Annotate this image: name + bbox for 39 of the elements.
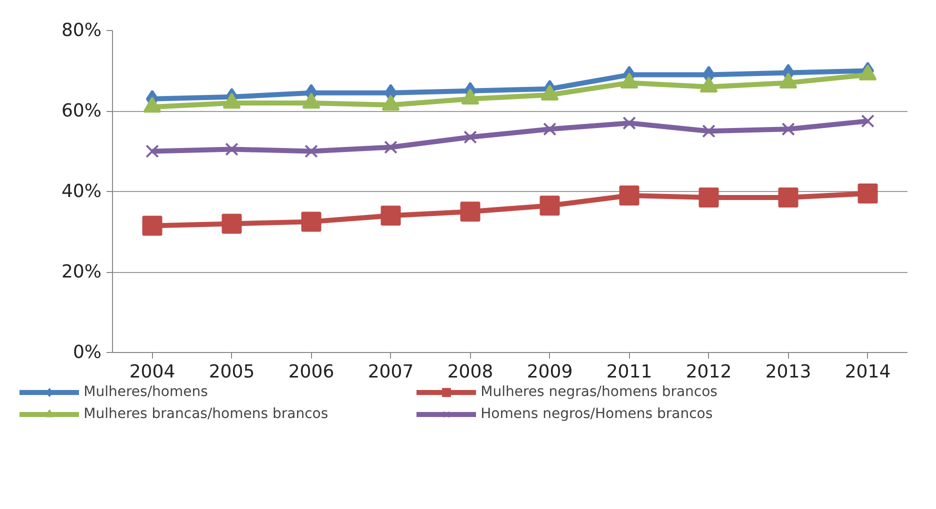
point xyxy=(698,188,719,208)
x-tick-label: 2011 xyxy=(606,362,652,382)
point xyxy=(142,216,162,236)
point xyxy=(778,188,798,208)
point xyxy=(782,122,795,136)
y-tick-label: 40% xyxy=(61,181,102,202)
point xyxy=(622,116,636,130)
point xyxy=(225,142,238,156)
y-tick-label: 80% xyxy=(61,20,102,41)
x-tick-label: 2014 xyxy=(844,362,891,382)
point xyxy=(619,186,640,206)
point xyxy=(540,196,560,216)
point xyxy=(858,184,878,204)
legend-label: Mulheres negras/homens brancos xyxy=(480,384,718,400)
y-tick-label: 0% xyxy=(72,342,102,363)
point xyxy=(460,202,480,222)
point xyxy=(301,212,322,232)
point xyxy=(146,144,159,158)
x-tick-label: 2005 xyxy=(208,362,255,382)
y-tick-label: 60% xyxy=(61,100,102,122)
point xyxy=(464,130,477,144)
point xyxy=(384,140,398,154)
point xyxy=(222,214,242,234)
x-tick-label: 2007 xyxy=(368,362,414,382)
point xyxy=(861,114,874,128)
x-tick-label: 2013 xyxy=(765,362,812,382)
point xyxy=(304,144,318,158)
x-tick-label: 2008 xyxy=(447,362,494,382)
x-tick-label: 2009 xyxy=(526,362,573,382)
x-tick-label: 2012 xyxy=(686,362,732,382)
legend-label: Mulheres/homens xyxy=(84,384,209,400)
point xyxy=(543,122,556,136)
point xyxy=(380,206,401,226)
legend-label: Mulheres brancas/homens brancos xyxy=(84,406,330,422)
point xyxy=(702,124,716,138)
legend-label: Homens negros/Homens brancos xyxy=(480,406,714,422)
x-tick-label: 2006 xyxy=(288,362,334,382)
y-tick-label: 20% xyxy=(61,262,102,282)
x-tick-label: 2004 xyxy=(129,362,176,382)
